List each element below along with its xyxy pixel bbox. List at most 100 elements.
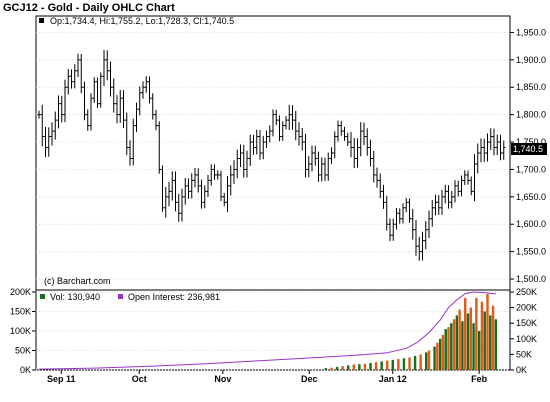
ohlc-bar — [430, 199, 434, 227]
ohlc-bar — [355, 138, 360, 168]
ohlc-bar — [92, 77, 96, 103]
ohlc-bar — [472, 154, 477, 202]
ohlc-bar — [95, 77, 100, 108]
ohlc-bar — [336, 120, 340, 142]
ohlc-bar — [47, 127, 51, 157]
ohlc-bar — [294, 110, 298, 141]
ohlc-bar — [463, 170, 467, 186]
volume-bar-down — [480, 301, 484, 370]
price-tick-label: 1,950.0 — [516, 27, 546, 37]
ohlc-bar — [368, 139, 373, 167]
ohlc-bar — [466, 170, 470, 185]
ohlc-bar — [440, 189, 444, 215]
volume-bars — [324, 293, 498, 370]
volume-bar-down — [452, 319, 456, 370]
volume-bar-down — [441, 334, 445, 370]
ohlc-bar — [56, 95, 61, 129]
ohlc-bar — [385, 196, 389, 231]
ohlc-bar — [443, 184, 447, 204]
ohlc-bar — [300, 128, 304, 151]
x-tick-label: Feb — [471, 374, 488, 384]
ohlc-bar — [297, 122, 301, 146]
ohlc-bar — [401, 203, 405, 224]
volume-bar-up — [324, 368, 328, 370]
chart-title: GCJ12 - Gold - Daily OHLC Chart — [3, 2, 175, 14]
ohlc-bar — [248, 134, 252, 167]
ohlc-bar — [190, 173, 194, 199]
price-bars — [37, 49, 506, 261]
ohlc-bar — [404, 198, 408, 213]
ohlc-bar — [391, 218, 395, 241]
volume-bar-up — [489, 315, 492, 370]
ohlc-bar — [219, 170, 223, 202]
volume-bar-down — [427, 350, 431, 370]
x-tick-label: Dec — [301, 374, 318, 384]
ohlc-bar — [378, 173, 382, 199]
x-tick-label: Nov — [214, 374, 231, 384]
open-interest-right-axis: 0K 50K 100K 150K 200K 250K — [510, 287, 537, 375]
ohlc-bar — [427, 210, 431, 238]
ohlc-bar — [320, 157, 324, 182]
oi-tick-label: 150K — [516, 318, 537, 328]
ohlc-bar — [242, 144, 246, 178]
ohlc-bar — [446, 185, 451, 209]
volume-bar-up — [358, 364, 361, 370]
barchart-credit: (c) Barchart.com — [44, 276, 111, 286]
ohlc-bar — [362, 122, 366, 146]
volume-bar-up — [380, 361, 383, 370]
volume-bar-up — [494, 319, 498, 370]
ohlc-bar — [199, 179, 204, 209]
volume-bar-up — [461, 321, 464, 370]
volume-bar-up — [483, 311, 486, 370]
ohlc-bar — [186, 178, 191, 199]
ohlc-bar — [498, 134, 503, 161]
x-axis: Sep 11 Oct Nov Dec Jan 12 Feb — [47, 370, 488, 384]
ohlc-bar — [420, 231, 425, 261]
oi-tick-label: 200K — [516, 303, 537, 313]
volume-bar-down — [436, 342, 439, 370]
ohlc-bar — [450, 190, 454, 209]
volume-bar-up — [450, 323, 453, 370]
ohlc-bar — [307, 156, 311, 178]
ohlc-bar — [469, 176, 473, 196]
ohlc-bar — [274, 109, 278, 126]
ohlc-bar — [437, 195, 441, 216]
ohlc-bar — [482, 138, 486, 162]
volume-bar-down — [352, 364, 355, 370]
last-price-label: 1,740.5 — [513, 144, 543, 154]
ohlc-bar — [79, 53, 83, 94]
volume-bar-up — [347, 365, 350, 370]
ohlc-bar — [89, 93, 93, 131]
ohlc-bar — [108, 61, 113, 97]
volume-bar-down — [341, 366, 344, 370]
volume-bar-down — [386, 360, 389, 370]
ohlc-bar — [144, 76, 148, 93]
ohlc-bar — [115, 95, 119, 124]
ohlc-bar — [316, 151, 321, 182]
volume-bar-down — [464, 297, 467, 370]
volume-bar-up — [455, 315, 459, 370]
ohlc-bar — [112, 78, 116, 113]
ohlc-bar — [453, 180, 457, 203]
ohlc-bar — [193, 168, 197, 188]
last-price-badge — [511, 143, 547, 155]
volume-bar-up — [425, 352, 428, 370]
ohlc-bar — [138, 86, 142, 116]
price-tick-label: 1,650.0 — [516, 192, 546, 202]
ohlc-bar — [349, 132, 353, 158]
ohlc-bar — [323, 157, 327, 182]
ohlc-bar — [102, 49, 106, 87]
ohlc-bar — [222, 192, 226, 207]
volume-bar-up — [433, 346, 436, 370]
ohlc-bar — [66, 69, 70, 95]
oi-tick-label: 0K — [516, 365, 527, 375]
ohlc-bar — [160, 165, 165, 212]
ohlc-bar — [290, 105, 295, 130]
price-panel — [35, 15, 511, 291]
ohlc-legend: Op:1,734.4, Hi:1,755.2, Lo:1,728.3, Cl:1… — [50, 16, 234, 26]
ohlc-bar — [287, 104, 291, 130]
oi-tick-label: 50K — [516, 349, 532, 359]
volume-bar-down — [374, 362, 378, 370]
ohlc-bar — [86, 109, 90, 131]
ohlc-bar — [342, 126, 347, 141]
